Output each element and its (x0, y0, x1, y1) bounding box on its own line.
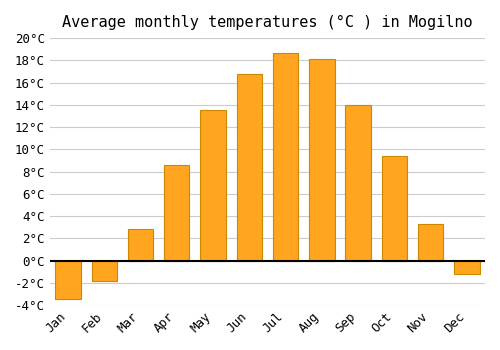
Bar (200, 110, 226, 260)
Bar (236, 74, 262, 260)
Bar (382, 156, 407, 260)
Title: Average monthly temperatures (°C ) in Mogilno: Average monthly temperatures (°C ) in Mo… (62, 15, 472, 30)
Bar (56, 260, 80, 300)
Bar (454, 260, 479, 274)
Bar (346, 105, 371, 260)
Bar (128, 229, 153, 260)
Bar (164, 165, 190, 260)
Bar (273, 52, 298, 260)
Bar (309, 59, 334, 260)
Bar (418, 224, 444, 260)
Bar (92, 260, 117, 281)
